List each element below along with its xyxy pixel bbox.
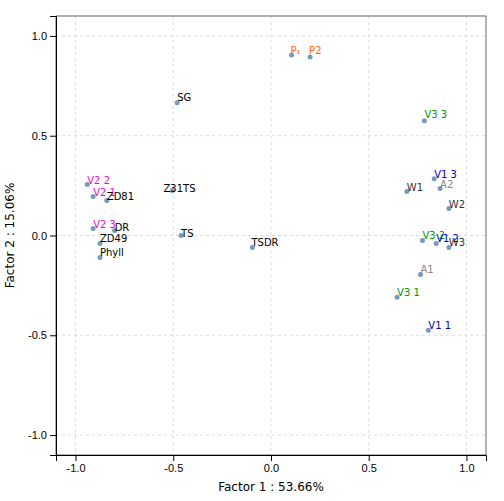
- tick: -0.5: [164, 455, 183, 474]
- tick-mark: [50, 36, 56, 37]
- annotation: V3 3: [424, 109, 447, 120]
- tick: 0.5: [32, 130, 56, 142]
- tick: -0.5: [28, 329, 56, 341]
- annotation: V3 1: [397, 287, 420, 298]
- annotation: W2: [449, 199, 465, 210]
- tick: 0.0: [264, 455, 279, 474]
- annotation: P₁: [291, 45, 301, 56]
- grid-line: [56, 435, 486, 436]
- tick-mark: [50, 335, 56, 336]
- chart: -1.0-0.50.00.51.0-1.0-0.50.00.51.0SGZ31T…: [0, 0, 504, 501]
- annotation: V2 1: [93, 187, 116, 198]
- tick-mark: [173, 455, 174, 461]
- plot-frame: [56, 16, 486, 455]
- tick: -1.0: [28, 429, 56, 441]
- tick-label: -1.0: [28, 429, 47, 441]
- tick-mark: [466, 455, 467, 461]
- annotation: W1: [407, 182, 423, 193]
- annotation: V2 3: [93, 219, 116, 230]
- tick-mark: [50, 136, 56, 137]
- grid: [56, 16, 486, 455]
- x-axis-title: Factor 1 : 53.66%: [218, 480, 324, 494]
- y-axis: -1.0 -0.5 0.0 0.5 1.0: [28, 17, 56, 456]
- grid-line: [56, 135, 486, 136]
- tick-label: -1.0: [67, 462, 86, 474]
- points: [85, 52, 452, 332]
- tick-label: 1.0: [32, 30, 47, 42]
- tick-mark: [271, 455, 272, 461]
- annotation: W3: [449, 237, 465, 248]
- annotation: A2: [440, 179, 453, 190]
- annotation: DR: [115, 222, 130, 233]
- x-axis: -1.0 -0.5 0.0 0.5 1.0: [57, 455, 487, 474]
- annotation: Z31: [164, 183, 184, 194]
- tick-label: 0.0: [32, 230, 47, 242]
- tick: 1.0: [459, 455, 474, 474]
- tick-label: 0.0: [264, 462, 279, 474]
- annotation: V1 1: [428, 320, 451, 331]
- annotation: SG: [177, 92, 191, 103]
- annotation: TSDR: [250, 237, 278, 248]
- annotation: Phyll: [100, 247, 124, 258]
- tick-label: 0.5: [362, 462, 377, 474]
- annotation: ZD49: [100, 233, 127, 244]
- tick-label: -0.5: [164, 462, 183, 474]
- annotation: V2 2: [87, 175, 110, 186]
- grid-line: [56, 335, 486, 336]
- y-axis-title: Factor 2 : 15.06%: [3, 183, 17, 289]
- tick-mark: [369, 455, 370, 461]
- tick: -1.0: [67, 455, 86, 474]
- axis-line: [57, 456, 487, 462]
- grid-line: [271, 16, 272, 455]
- tick-label: -0.5: [28, 329, 47, 341]
- annotation: TS: [182, 183, 195, 194]
- tick-label: 1.0: [459, 462, 474, 474]
- annotation: P2: [309, 45, 321, 56]
- tick-label: 0.5: [32, 130, 47, 142]
- tick: 0.5: [362, 455, 377, 474]
- tick-mark: [50, 236, 56, 237]
- tick: 1.0: [32, 30, 56, 42]
- tick: 0.0: [32, 230, 56, 242]
- grid-line: [56, 35, 486, 36]
- plot: -1.0-0.50.00.51.0-1.0-0.50.00.51.0SGZ31T…: [28, 16, 486, 474]
- annotation: A1: [421, 264, 434, 275]
- annotations: SGZ31TSTSTSDRDRZD49PhyllZD81P₁P2V2 2V2 1…: [87, 45, 465, 331]
- tick-mark: [50, 435, 56, 436]
- tick-mark: [76, 455, 77, 461]
- annotation: TS: [180, 228, 193, 239]
- axis-line: [50, 17, 57, 456]
